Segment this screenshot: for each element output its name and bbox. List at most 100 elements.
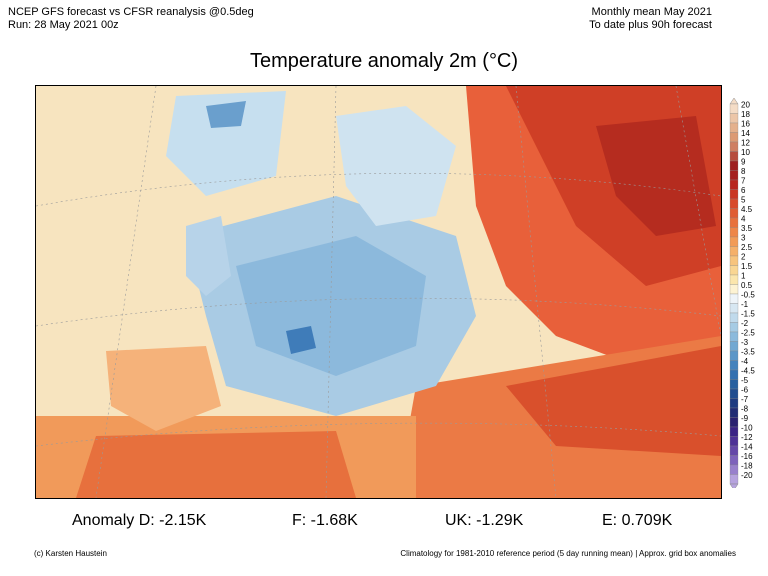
colorbar-label: 2.5: [741, 243, 753, 252]
colorbar-swatch: [729, 322, 739, 333]
hot-north-africa: [76, 431, 356, 498]
colorbar-swatch: [729, 265, 739, 276]
colorbar-bottom-arrow: [729, 483, 739, 491]
colorbar-label: -20: [741, 471, 753, 480]
forecast-info: To date plus 90h forecast: [589, 19, 712, 31]
colorbar-label: -3.5: [741, 348, 755, 357]
colorbar-swatch: [729, 312, 739, 323]
colorbar-label: -4: [741, 357, 749, 366]
colorbar-swatch: [729, 141, 739, 152]
colorbar-label: 12: [741, 139, 750, 148]
colorbar-swatch: [729, 341, 739, 352]
cold-north-atlantic: [166, 91, 286, 196]
colorbar-label: 20: [741, 101, 750, 110]
alps-cold-spot: [286, 326, 316, 354]
colorbar-swatch: [729, 151, 739, 162]
colorbar-label: -9: [741, 414, 749, 423]
colorbar-canvas: 201816141210987654.543.532.521.510.5-0.5…: [729, 97, 755, 491]
colorbar-label: 7: [741, 177, 746, 186]
colorbar-label: 8: [741, 167, 746, 176]
colorbar-label: -1.5: [741, 310, 755, 319]
stat-f: F: -1.68K: [292, 512, 358, 529]
colorbar-swatch: [729, 208, 739, 219]
colorbar-label: 1: [741, 272, 746, 281]
colorbar-label: -3: [741, 338, 749, 347]
colorbar-swatch: [729, 417, 739, 428]
colorbar-label: 3.5: [741, 224, 753, 233]
iberia: [106, 346, 221, 431]
colorbar-swatch: [729, 407, 739, 418]
colorbar-swatch: [729, 217, 739, 228]
colorbar-swatch: [729, 350, 739, 361]
colorbar-label: -14: [741, 443, 753, 452]
colorbar-swatch: [729, 132, 739, 143]
colorbar-swatch: [729, 303, 739, 314]
colorbar-swatch: [729, 179, 739, 190]
colorbar-label: -10: [741, 424, 753, 433]
colorbar-swatch: [729, 189, 739, 200]
colorbar-swatch: [729, 113, 739, 124]
map-canvas: [36, 86, 721, 498]
scandinavia: [336, 106, 456, 226]
colorbar-swatch: [729, 284, 739, 295]
colorbar-swatch: [729, 331, 739, 342]
colorbar-swatch: [729, 198, 739, 209]
anomaly-map: [35, 85, 722, 499]
colorbar-label: 3: [741, 234, 746, 243]
model-info: NCEP GFS forecast vs CFSR reanalysis @0.…: [8, 6, 254, 18]
colorbar-label: -16: [741, 452, 753, 461]
colorbar-label: -5: [741, 376, 749, 385]
colorbar-swatch: [729, 246, 739, 257]
colorbar-swatch: [729, 122, 739, 133]
colorbar-swatch: [729, 436, 739, 447]
colorbar-label: 10: [741, 148, 750, 157]
colorbar-label: -2.5: [741, 329, 755, 338]
colorbar-label: -4.5: [741, 367, 755, 376]
colorbar-swatch: [729, 293, 739, 304]
climatology-note: Climatology for 1981-2010 reference peri…: [400, 549, 736, 558]
colorbar-swatch: [729, 236, 739, 247]
colorbar-label: 6: [741, 186, 746, 195]
hot-middle-east: [506, 346, 721, 456]
colorbar-label: -7: [741, 395, 749, 404]
colorbar-swatch: [729, 274, 739, 285]
colorbar-top-arrow: [729, 97, 739, 105]
colorbar-label: -8: [741, 405, 749, 414]
copyright: (c) Karsten Haustein: [34, 549, 107, 558]
stat-e: E: 0.709K: [602, 512, 673, 529]
colorbar-label: -2: [741, 319, 749, 328]
colorbar-label: 5: [741, 196, 746, 205]
colorbar-swatch: [729, 388, 739, 399]
header-right: Monthly mean May 2021 To date plus 90h f…: [589, 6, 712, 32]
colder-central-europe: [236, 236, 426, 376]
hottest-patch: [596, 116, 716, 236]
colorbar-swatch: [729, 255, 739, 266]
colorbar-label: -6: [741, 386, 749, 395]
colorbar-label: 2: [741, 253, 746, 262]
header-left: NCEP GFS forecast vs CFSR reanalysis @0.…: [8, 6, 254, 32]
colorbar-swatch: [729, 426, 739, 437]
colorbar-swatch: [729, 445, 739, 456]
colorbar: 20 18 16 14 12 10 9 8 7 6 5 4.5 4 3.5 3 2.5 2 1.5 1 0.5 -0.5…: [728, 97, 768, 491]
colorbar-label: 4: [741, 215, 746, 224]
colorbar-swatch: [729, 160, 739, 171]
colorbar-swatch: [729, 170, 739, 181]
colorbar-swatch: [729, 379, 739, 390]
colorbar-label: 9: [741, 158, 746, 167]
period-info: Monthly mean May 2021: [591, 6, 712, 18]
colorbar-label: -1: [741, 300, 749, 309]
colorbar-label: 18: [741, 110, 750, 119]
colorbar-label: 1.5: [741, 262, 753, 271]
colorbar-swatch: [729, 455, 739, 466]
colorbar-swatch: [729, 227, 739, 238]
colorbar-swatch: [729, 398, 739, 409]
colorbar-swatch: [729, 103, 739, 114]
colorbar-label: 0.5: [741, 281, 753, 290]
colorbar-label: 14: [741, 129, 750, 138]
colorbar-label: 4.5: [741, 205, 753, 214]
colorbar-label: 16: [741, 120, 750, 129]
colorbar-swatch: [729, 360, 739, 371]
map-title: Temperature anomaly 2m (°C): [249, 50, 519, 72]
stat-uk: UK: -1.29K: [445, 512, 524, 529]
colorbar-label: -0.5: [741, 291, 755, 300]
